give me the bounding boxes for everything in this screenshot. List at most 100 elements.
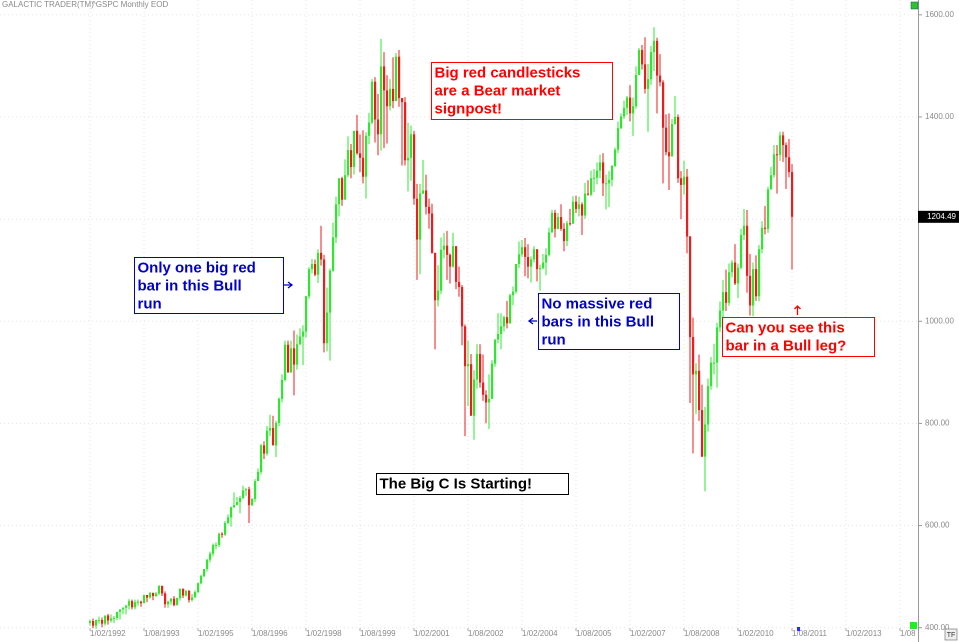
candle-body — [560, 217, 563, 229]
candle-body — [713, 362, 716, 364]
candle-body — [206, 559, 209, 569]
annotation-text: run — [138, 295, 162, 312]
candle-body — [122, 607, 125, 610]
y-tick-label: 600.00 — [925, 521, 950, 530]
candle-body — [593, 177, 596, 179]
candle-body — [293, 348, 296, 365]
candle-body — [314, 264, 317, 275]
candle-body — [461, 287, 464, 327]
y-tick-label: 800.00 — [925, 419, 950, 428]
last-price-label: 1204.49 — [927, 212, 956, 221]
candle-body — [776, 154, 779, 156]
candle-body — [578, 204, 581, 209]
candle-body — [608, 179, 611, 184]
candle-body — [569, 223, 572, 225]
candle-body — [389, 88, 392, 107]
candle-body — [407, 157, 410, 161]
annotation-text: bar in a Bull leg? — [726, 337, 847, 354]
candle-body — [128, 601, 131, 606]
candle-body — [302, 331, 305, 337]
candle-body — [272, 428, 275, 446]
candle-body — [710, 362, 713, 387]
candle-body — [254, 481, 257, 499]
panel-icon[interactable] — [910, 1, 919, 10]
candle-body — [671, 124, 674, 157]
candle-body — [158, 585, 161, 594]
x-tick-label: 1/02/2001 — [414, 629, 450, 638]
candle-body — [437, 290, 440, 301]
annotation-text: Only one big red — [138, 259, 256, 276]
corner-icon[interactable] — [910, 622, 917, 629]
candle-body — [374, 81, 377, 120]
candle-body — [722, 292, 725, 311]
candle-body — [266, 430, 269, 454]
candle-body — [416, 198, 419, 240]
candle-body — [410, 134, 413, 158]
tf-button[interactable] — [944, 628, 958, 641]
candle-body — [338, 178, 341, 205]
candle-body — [494, 339, 497, 364]
candle-body — [140, 601, 143, 604]
symbol: ^GSPC Monthly EOD — [92, 0, 168, 9]
candle-body — [785, 145, 788, 158]
candle-body — [185, 590, 188, 596]
candle-body — [626, 97, 629, 108]
candle-body — [401, 98, 404, 103]
candle-body — [500, 326, 503, 335]
candle-body — [428, 206, 431, 214]
candle-body — [134, 602, 137, 608]
candle-body — [662, 82, 665, 128]
candle-body — [716, 327, 719, 363]
candle-body — [425, 190, 428, 207]
candle-body — [107, 615, 110, 621]
candle-body — [143, 595, 146, 604]
annotation-text: signpost! — [435, 100, 503, 117]
candle-body — [686, 176, 689, 237]
candle-body — [605, 183, 608, 185]
candle-body — [542, 262, 545, 269]
x-tick-label: 1/02/1998 — [306, 629, 342, 638]
candle-body — [515, 264, 518, 292]
candle-body — [536, 249, 539, 270]
candle-body — [383, 66, 386, 91]
candle-body — [248, 489, 251, 506]
candle-body — [146, 595, 149, 598]
candle-body — [131, 601, 134, 608]
candle-body — [791, 172, 794, 217]
candle-body — [551, 212, 554, 233]
candle-body — [377, 119, 380, 135]
candle-body — [311, 264, 314, 270]
candle-body — [179, 588, 182, 599]
candle-body — [308, 269, 311, 297]
candle-body — [329, 270, 332, 313]
x-tick-label: 1/08/2002 — [468, 629, 504, 638]
candle-body — [443, 245, 446, 250]
candle-body — [239, 497, 242, 503]
candle-body — [440, 249, 443, 291]
candle-body — [692, 337, 695, 375]
candle-body — [728, 272, 731, 303]
y-tick-label: 1600.00 — [925, 10, 954, 19]
candle-body — [512, 291, 515, 296]
candle-body — [119, 609, 122, 612]
candle-body — [647, 79, 650, 89]
candle-body — [224, 522, 227, 535]
annotation-text: are a Bear market — [435, 82, 561, 99]
candle-body — [779, 135, 782, 155]
candle-body — [683, 176, 686, 185]
tf-label[interactable]: TF — [947, 632, 956, 639]
candle-body — [290, 348, 293, 373]
candle-body — [596, 170, 599, 178]
annotation-text: bars in this Bull — [542, 313, 655, 330]
candle-body — [188, 590, 191, 601]
annotation-text: Big red candlesticks — [435, 64, 581, 81]
candle-body — [554, 212, 557, 229]
candles — [89, 27, 794, 629]
candle-body — [299, 336, 302, 345]
candle-body — [380, 66, 383, 135]
candle-body — [422, 190, 425, 194]
candle-body — [635, 75, 638, 107]
candle-body — [245, 489, 248, 491]
